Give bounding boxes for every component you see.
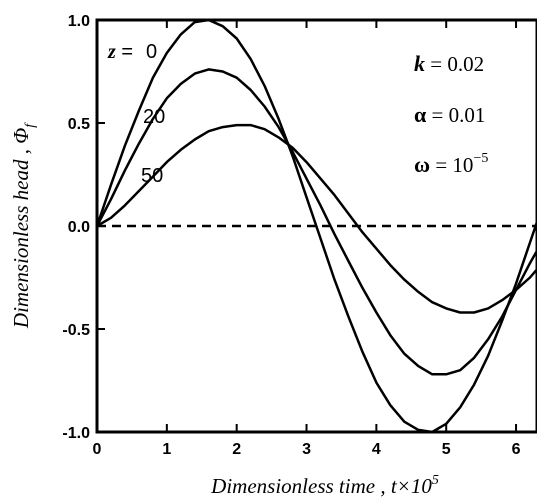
- annotation-k: k = 0.02: [414, 51, 484, 76]
- annotation-alpha: α = 0.01: [414, 102, 485, 127]
- y-tick-label: 1.0: [68, 13, 90, 30]
- curve-label-z50: 50: [141, 165, 163, 187]
- x-axis-title: Dimensionless time , t×105: [210, 473, 439, 498]
- y-tick-label: 0.5: [68, 116, 90, 133]
- x-tick-label: 5: [442, 441, 451, 458]
- x-tick-label: 3: [302, 441, 311, 458]
- annotation-omega: ω = 10−5: [414, 151, 488, 177]
- y-axis-title: Dimensionless head , Φf: [9, 122, 38, 329]
- curve-label-z20: 20: [143, 106, 165, 128]
- series-line-0: [95, 18, 537, 434]
- x-tick-label: 6: [512, 441, 521, 458]
- x-tick-label: 1: [162, 441, 171, 458]
- x-tick-label: 0: [93, 441, 102, 458]
- y-tick-label: -0.5: [62, 322, 90, 339]
- y-tick-label: 0.0: [68, 219, 90, 236]
- curve-label-z-prefix: z =: [107, 41, 133, 63]
- x-tick-label: 4: [372, 441, 381, 458]
- series-line-50: [96, 123, 537, 314]
- series-line-20: [95, 68, 537, 376]
- y-tick-label: -1.0: [62, 425, 90, 442]
- curve-label-z0: 0: [146, 41, 157, 63]
- x-tick-label: 2: [232, 441, 241, 458]
